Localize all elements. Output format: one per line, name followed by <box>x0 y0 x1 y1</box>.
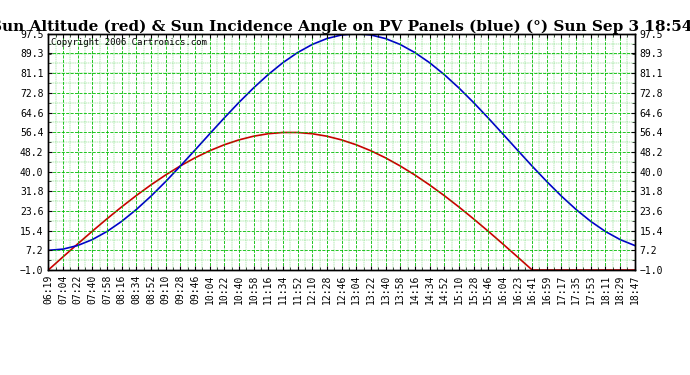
Title: Sun Altitude (red) & Sun Incidence Angle on PV Panels (blue) (°) Sun Sep 3 18:54: Sun Altitude (red) & Sun Incidence Angle… <box>0 20 690 34</box>
Text: Copyright 2006 Cartronics.com: Copyright 2006 Cartronics.com <box>51 39 207 48</box>
